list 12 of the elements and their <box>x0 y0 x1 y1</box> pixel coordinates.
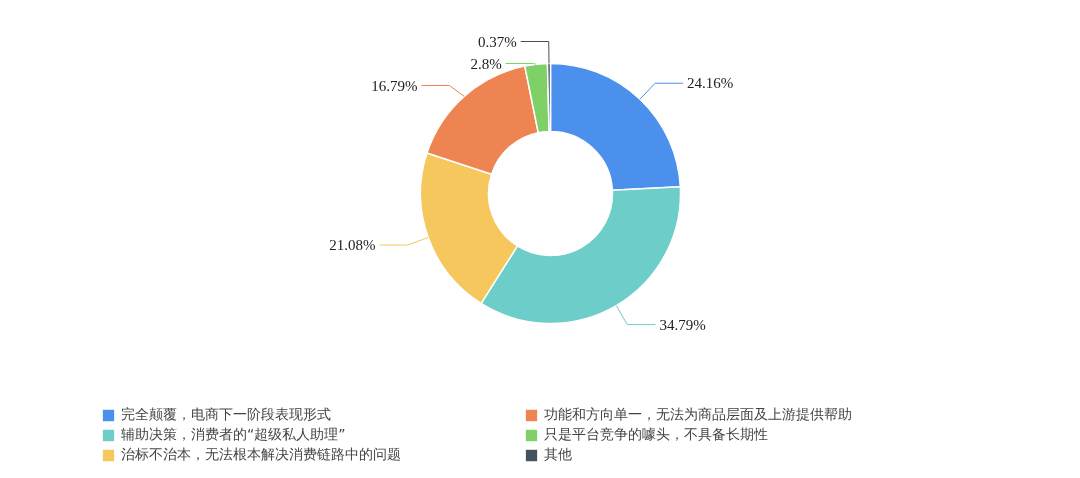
legend-label: 功能和方向单一，无法为商品层面及上游提供帮助 <box>544 406 853 424</box>
legend-label: 辅助决策，消费者的“超级私人助理” <box>121 426 347 444</box>
legend-label: 其他 <box>544 446 573 464</box>
data-label: 16.79% <box>371 77 418 94</box>
data-label: 24.16% <box>687 75 734 92</box>
data-label: 34.79% <box>659 316 706 333</box>
data-label: 2.8% <box>470 55 502 72</box>
data-label: 21.08% <box>329 237 376 254</box>
data-label: 0.37% <box>477 33 517 50</box>
legend-label: 只是平台竞争的噱头，不具备长期性 <box>544 426 769 444</box>
legend-label: 完全颠覆，电商下一阶段表现形式 <box>121 406 332 424</box>
legend-label: 治标不治本，无法根本解决消费链路中的问题 <box>121 446 402 464</box>
